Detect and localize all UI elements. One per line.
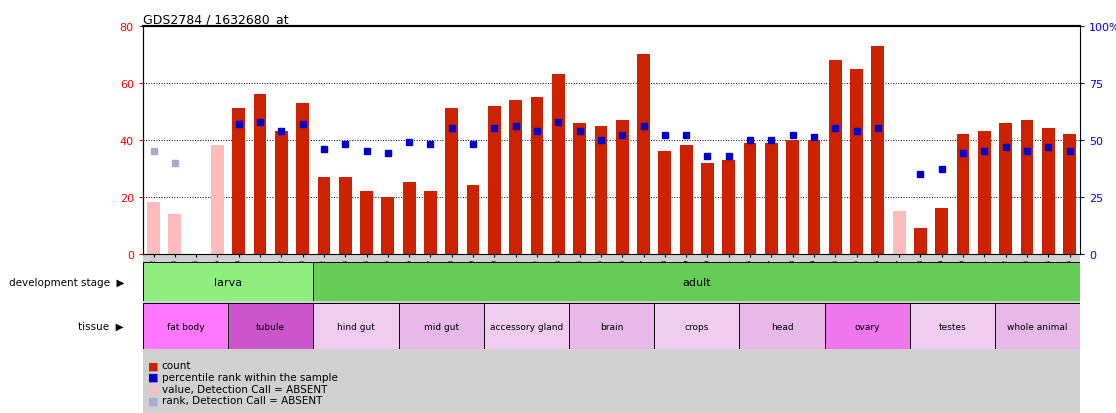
- Bar: [893, 211, 905, 254]
- Bar: [616, 121, 628, 254]
- Bar: [552, 75, 565, 254]
- Text: percentile rank within the sample: percentile rank within the sample: [162, 372, 338, 382]
- Text: crops: crops: [684, 322, 709, 331]
- Text: value, Detection Call = ABSENT: value, Detection Call = ABSENT: [162, 384, 327, 394]
- Bar: [637, 55, 650, 254]
- Bar: [872, 47, 884, 254]
- Text: ■: ■: [148, 384, 158, 394]
- Bar: [318, 177, 330, 254]
- Bar: [595, 126, 607, 254]
- Bar: [143, 304, 228, 349]
- Bar: [424, 192, 436, 254]
- Text: rank, Detection Call = ABSENT: rank, Detection Call = ABSENT: [162, 395, 323, 405]
- Text: brain: brain: [600, 322, 623, 331]
- Bar: [654, 304, 740, 349]
- Text: accessory gland: accessory gland: [490, 322, 562, 331]
- Bar: [680, 146, 693, 254]
- Text: head: head: [771, 322, 793, 331]
- Bar: [445, 109, 459, 254]
- Text: ■: ■: [148, 372, 158, 382]
- Text: count: count: [162, 361, 191, 370]
- Bar: [956, 135, 970, 254]
- Bar: [253, 95, 267, 254]
- Bar: [382, 197, 394, 254]
- Bar: [488, 106, 501, 254]
- Bar: [232, 109, 246, 254]
- Text: larva: larva: [214, 277, 242, 287]
- Bar: [483, 304, 569, 349]
- Bar: [722, 160, 735, 254]
- Bar: [275, 132, 288, 254]
- Bar: [764, 143, 778, 254]
- Bar: [743, 143, 757, 254]
- Bar: [466, 186, 480, 254]
- Bar: [314, 304, 398, 349]
- Text: whole animal: whole animal: [1008, 322, 1068, 331]
- Text: GDS2784 / 1632680_at: GDS2784 / 1632680_at: [143, 13, 288, 26]
- Bar: [995, 304, 1080, 349]
- Bar: [1042, 129, 1055, 254]
- Bar: [403, 183, 415, 254]
- Bar: [339, 177, 352, 254]
- Text: tubule: tubule: [256, 322, 286, 331]
- Bar: [825, 304, 910, 349]
- Bar: [509, 101, 522, 254]
- Text: ovary: ovary: [855, 322, 881, 331]
- Bar: [910, 304, 995, 349]
- Bar: [787, 140, 799, 254]
- Bar: [143, 254, 1080, 413]
- Bar: [574, 123, 586, 254]
- Bar: [978, 132, 991, 254]
- Text: tissue  ▶: tissue ▶: [78, 321, 124, 331]
- Text: testes: testes: [939, 322, 966, 331]
- Text: fat body: fat body: [166, 322, 204, 331]
- Text: mid gut: mid gut: [424, 322, 459, 331]
- Text: ■: ■: [148, 395, 158, 405]
- Text: ■: ■: [148, 361, 158, 370]
- Bar: [143, 262, 314, 301]
- Text: development stage  ▶: development stage ▶: [9, 277, 124, 287]
- Bar: [296, 104, 309, 254]
- Bar: [999, 123, 1012, 254]
- Bar: [211, 146, 224, 254]
- Bar: [914, 228, 927, 254]
- Bar: [658, 152, 671, 254]
- Bar: [530, 98, 543, 254]
- Bar: [701, 163, 714, 254]
- Bar: [829, 61, 841, 254]
- Bar: [569, 304, 654, 349]
- Bar: [398, 304, 483, 349]
- Bar: [360, 192, 373, 254]
- Text: hind gut: hind gut: [337, 322, 375, 331]
- Text: adult: adult: [683, 277, 711, 287]
- Bar: [228, 304, 314, 349]
- Bar: [808, 140, 820, 254]
- Bar: [147, 203, 160, 254]
- Bar: [314, 262, 1080, 301]
- Bar: [850, 69, 863, 254]
- Bar: [740, 304, 825, 349]
- Bar: [1064, 135, 1076, 254]
- Bar: [935, 209, 949, 254]
- Bar: [169, 214, 181, 254]
- Bar: [1021, 121, 1033, 254]
